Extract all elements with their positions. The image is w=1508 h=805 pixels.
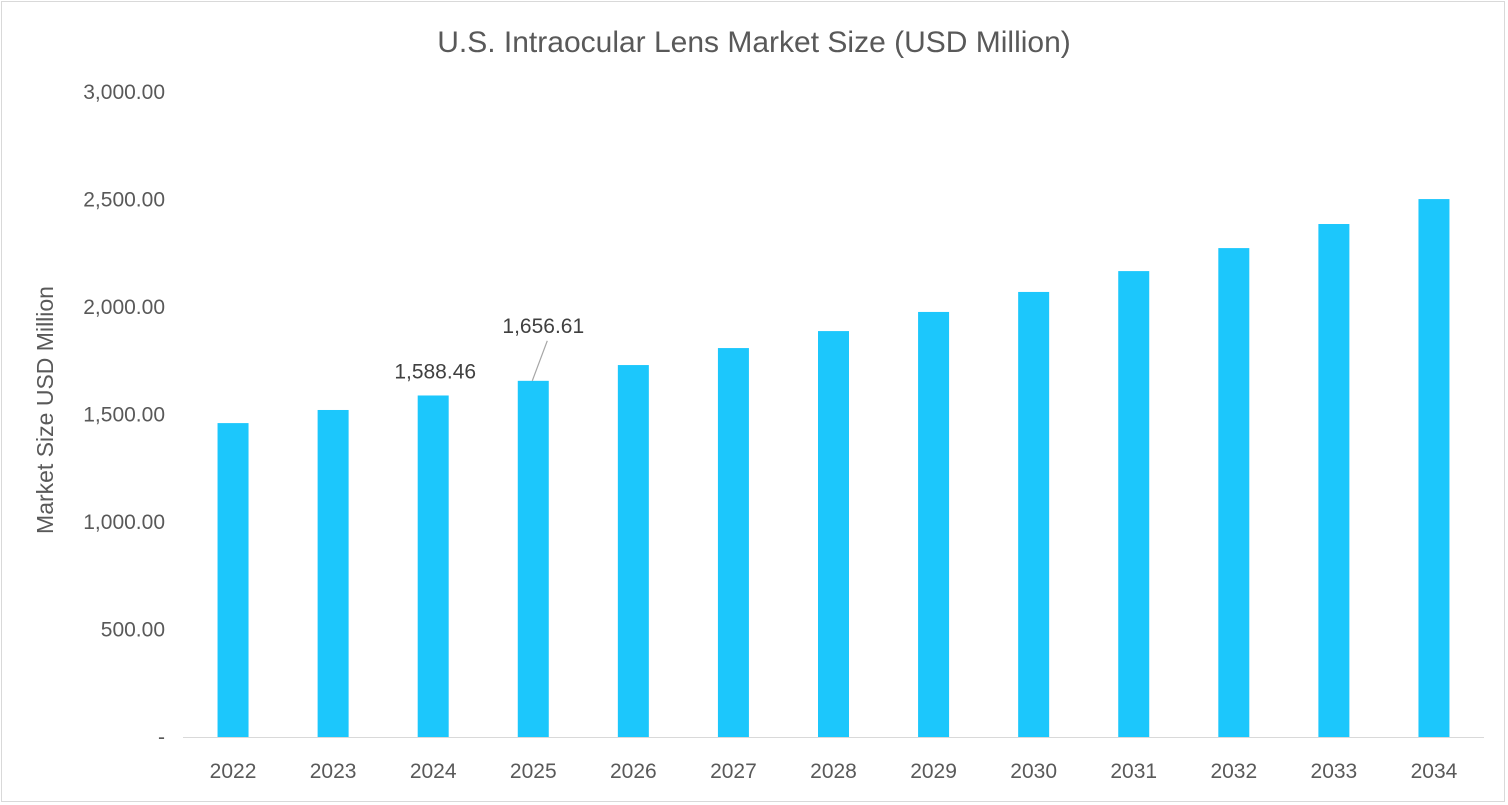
bar-2032 — [1218, 248, 1250, 737]
x-tick-label: 2025 — [510, 760, 557, 783]
x-tick-label: 2027 — [710, 760, 757, 783]
leader-line — [531, 340, 548, 382]
x-tick-label: 2034 — [1411, 760, 1458, 783]
x-tick-label: 2032 — [1210, 760, 1257, 783]
x-tick-label: 2033 — [1311, 760, 1358, 783]
bar-2034 — [1418, 199, 1450, 737]
y-axis-label: Market Size USD Million — [32, 286, 58, 534]
bar-2029 — [918, 311, 950, 737]
bar-2033 — [1318, 224, 1350, 737]
x-tick-label: 2030 — [1010, 760, 1057, 783]
x-tick-label: 2029 — [910, 760, 957, 783]
bar-2026 — [617, 365, 649, 737]
y-tick-label: 2,500.00 — [83, 189, 165, 212]
data-labels: 1,588.46 1,656.61 — [394, 315, 584, 384]
x-axis: 2022 2023 2024 2025 2026 2027 2028 2029 2030 2031… — [210, 760, 1458, 783]
bar-2024 — [417, 395, 449, 737]
bar-2025 — [517, 380, 549, 737]
x-tick-label: 2026 — [610, 760, 657, 783]
bar-2027 — [717, 348, 749, 737]
chart-title: U.S. Intraocular Lens Market Size (USD M… — [437, 26, 1071, 59]
y-tick-label: 3,000.00 — [83, 81, 165, 104]
y-tick-label: 1,000.00 — [83, 511, 165, 534]
y-tick-label: - — [158, 726, 165, 749]
data-label: 1,588.46 — [394, 360, 476, 383]
y-tick-label: 1,500.00 — [83, 404, 165, 427]
bar-2028 — [818, 331, 849, 737]
y-tick-label: 2,000.00 — [83, 296, 165, 319]
x-tick-label: 2031 — [1110, 760, 1157, 783]
bar-2022 — [217, 423, 249, 737]
x-tick-label: 2028 — [810, 760, 857, 783]
x-tick-label: 2023 — [310, 760, 357, 783]
x-tick-label: 2024 — [410, 760, 457, 783]
y-tick-label: 500.00 — [101, 619, 165, 642]
y-axis: - 500.00 1,000.00 1,500.00 2,000.00 2,500.00 3… — [83, 81, 165, 749]
bar-2030 — [1018, 291, 1050, 737]
x-tick-label: 2022 — [210, 760, 257, 783]
bars — [217, 199, 1450, 737]
data-label: 1,656.61 — [502, 315, 584, 338]
bar-2031 — [1118, 271, 1150, 737]
bar-2023 — [317, 409, 349, 737]
